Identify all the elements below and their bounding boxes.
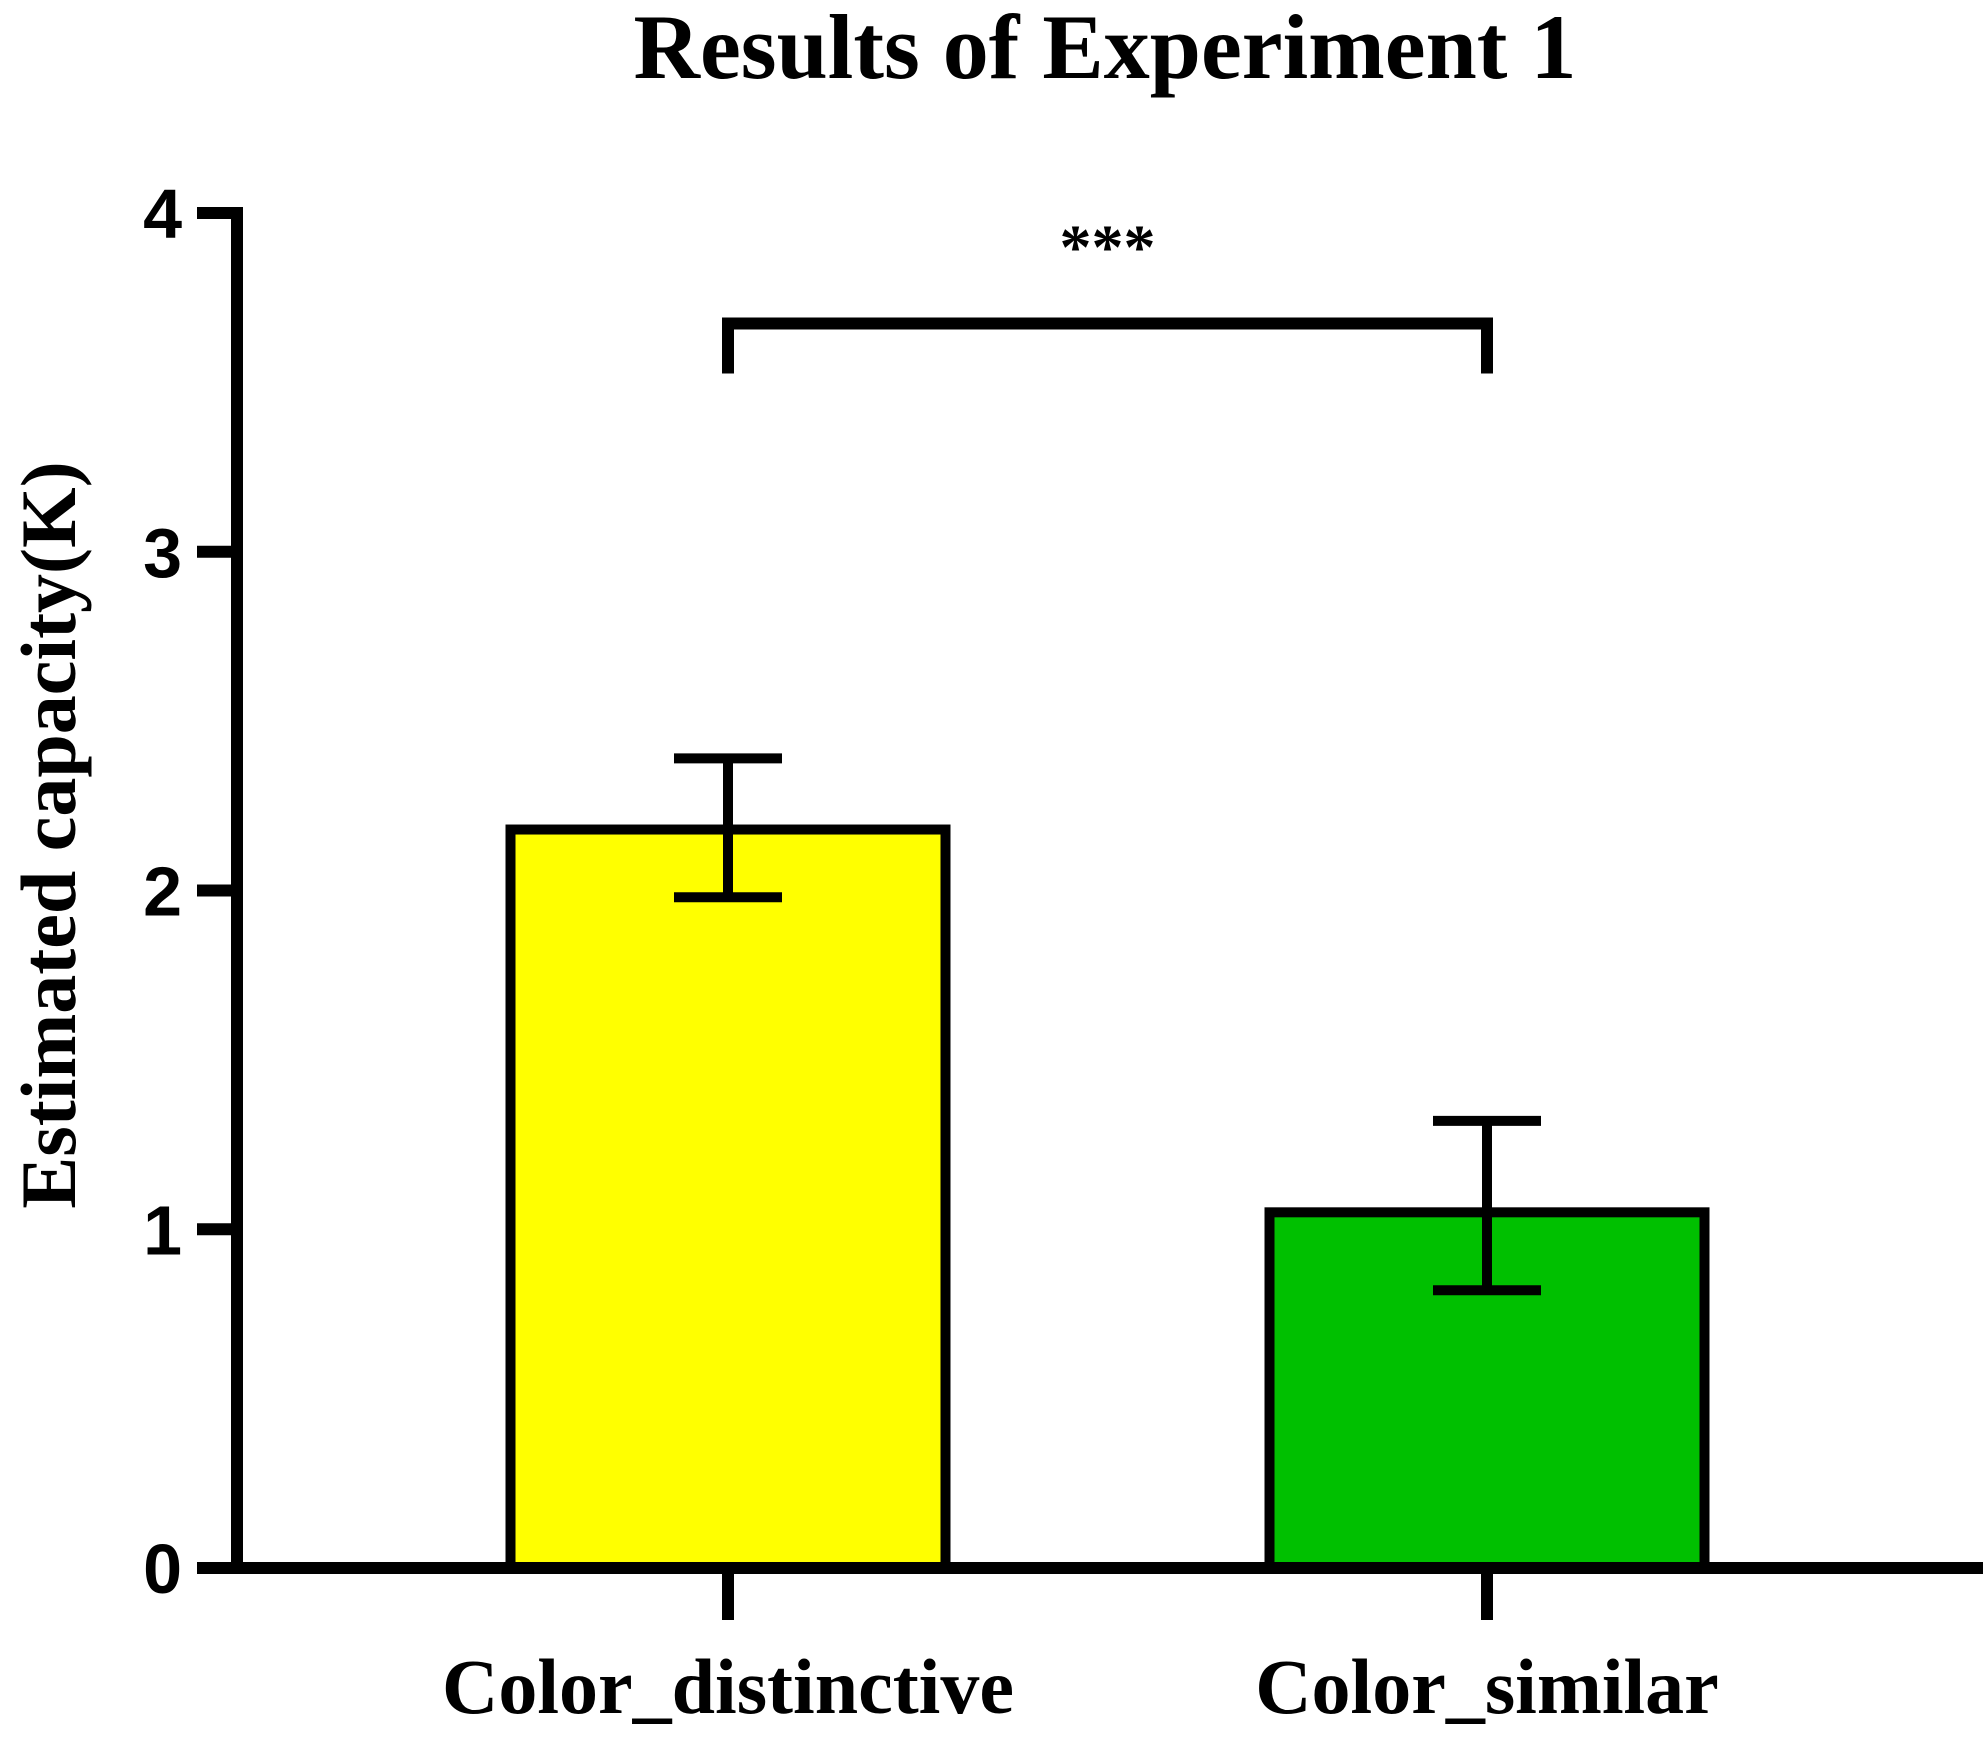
x-tick-label: Color_similar <box>1255 1643 1719 1730</box>
y-tick-label: 0 <box>143 1530 182 1608</box>
significance-label: *** <box>1060 212 1156 283</box>
chart-title: Results of Experiment 1 <box>634 0 1577 98</box>
axes-group <box>231 207 1983 1574</box>
y-axis-label: Estimated capacity(K) <box>5 461 92 1208</box>
x-tick-label: Color_distinctive <box>442 1643 1014 1730</box>
error-bars-group <box>674 753 1541 1296</box>
significance-bracket <box>722 317 1493 374</box>
significance-annotation: *** <box>722 212 1493 374</box>
y-tick-label: 2 <box>143 853 182 931</box>
y-tick-label: 3 <box>143 514 182 592</box>
bar <box>505 824 951 1573</box>
y-tick-label: 1 <box>143 1191 182 1269</box>
y-tick-label: 4 <box>143 175 182 253</box>
x-axis-ticks: Color_distinctive Color_similar <box>442 1568 1719 1730</box>
bars-group <box>505 824 1710 1573</box>
y-axis-ticks: 0 1 2 3 4 <box>143 175 237 1608</box>
